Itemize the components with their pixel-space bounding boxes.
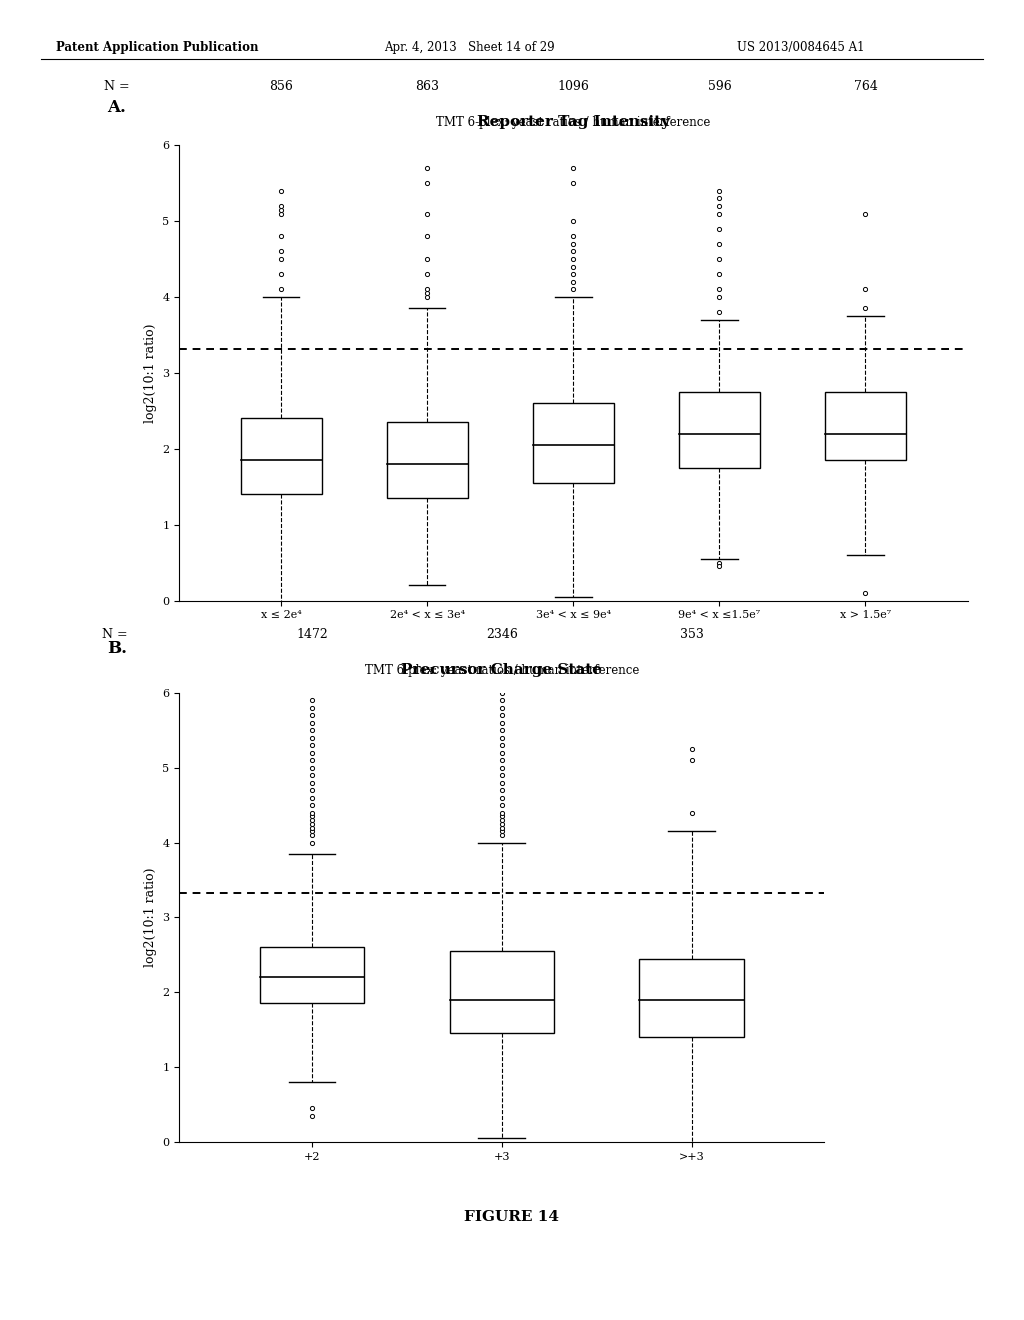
- Bar: [260, 948, 365, 1003]
- Bar: [825, 392, 905, 461]
- Text: Patent Application Publication: Patent Application Publication: [56, 41, 259, 54]
- Bar: [242, 418, 322, 494]
- Text: 596: 596: [708, 79, 731, 92]
- Text: 764: 764: [854, 79, 878, 92]
- Y-axis label: log2(10:1 ratio): log2(10:1 ratio): [143, 323, 157, 422]
- Text: 856: 856: [269, 79, 293, 92]
- Title: Precursor Charge State: Precursor Charge State: [401, 663, 602, 677]
- Text: 353: 353: [680, 628, 703, 642]
- Text: B.: B.: [108, 640, 128, 657]
- Y-axis label: log2(10:1 ratio): log2(10:1 ratio): [143, 867, 157, 968]
- Bar: [387, 422, 468, 498]
- Text: N =: N =: [104, 79, 130, 92]
- Text: 863: 863: [416, 79, 439, 92]
- Text: A.: A.: [108, 99, 126, 116]
- Text: Apr. 4, 2013   Sheet 14 of 29: Apr. 4, 2013 Sheet 14 of 29: [384, 41, 555, 54]
- Title: Reporter Tag Intensity: Reporter Tag Intensity: [477, 115, 670, 129]
- Text: US 2013/0084645 A1: US 2013/0084645 A1: [737, 41, 865, 54]
- Text: TMT 6-plex: yeast ratios / human interference: TMT 6-plex: yeast ratios / human interfe…: [436, 116, 711, 129]
- Text: N =: N =: [101, 628, 127, 642]
- Bar: [534, 404, 613, 483]
- Text: 1096: 1096: [557, 79, 590, 92]
- Bar: [639, 958, 743, 1038]
- Bar: [679, 392, 760, 467]
- Text: TMT 6-plex: yeast ratios / human interference: TMT 6-plex: yeast ratios / human interfe…: [365, 664, 639, 677]
- Text: FIGURE 14: FIGURE 14: [465, 1209, 559, 1224]
- Text: 1472: 1472: [296, 628, 328, 642]
- Text: 2346: 2346: [485, 628, 518, 642]
- Bar: [450, 950, 554, 1034]
